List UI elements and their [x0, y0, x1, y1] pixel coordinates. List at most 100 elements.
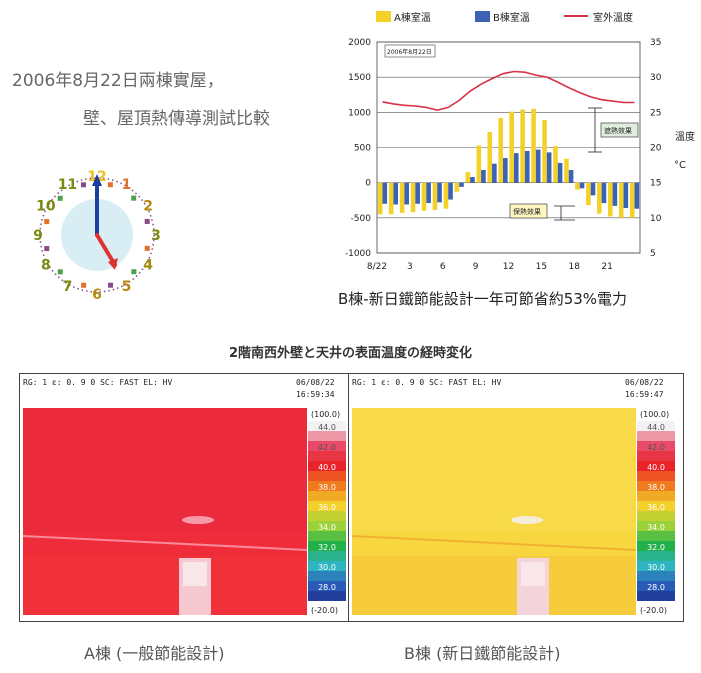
bar-a [487, 132, 493, 183]
clock-number: 11 [58, 177, 77, 193]
clock-tick [81, 282, 87, 288]
y-right-tick: 5 [650, 249, 656, 259]
bar-b [481, 170, 486, 183]
y-left-tick: -1000 [345, 249, 371, 259]
bar-a [454, 182, 460, 192]
bar-a [377, 182, 383, 215]
y-left-tick: -500 [351, 214, 372, 224]
bar-a [575, 182, 580, 190]
bar-a [465, 172, 471, 183]
legend-outdoor-label: 室外溫度 [593, 11, 633, 24]
clock-number: 4 [143, 258, 153, 274]
panel-b-time: 16:59:47 [625, 390, 664, 399]
scale-band [308, 431, 346, 441]
clock-number: 7 [63, 279, 73, 295]
bar-a [399, 182, 405, 213]
scale-label: 38.0 [318, 483, 336, 492]
bar-b [382, 182, 388, 204]
page-title-line1: 2006年8月22日兩棟實屋， [12, 71, 224, 91]
panel-b-date: 06/08/22 [625, 378, 664, 387]
bar-a [531, 108, 536, 183]
bar-b [601, 182, 607, 204]
scale-label: 44.0 [647, 423, 665, 432]
bar-a [597, 182, 602, 214]
scale-label: 38.0 [647, 483, 665, 492]
bar-a [443, 182, 449, 209]
energy-chart: A棟室溫 B棟室溫 室外溫度 2000 1500 1000 500 0 -500 -1000… [345, 11, 695, 272]
bar-a [608, 182, 613, 217]
x-tick: 21 [601, 262, 612, 272]
clock-hour-hand [95, 233, 117, 267]
x-tick: 6 [440, 262, 446, 272]
bar-b [612, 182, 618, 206]
bar-a [586, 182, 591, 206]
clock-illustration: 121234567891011 [33, 169, 161, 303]
scale-label: 30.0 [318, 563, 336, 572]
scale-band [637, 591, 675, 601]
scale-label: 34.0 [318, 523, 336, 532]
panel-b-caption: B棟 (新日鐵節能設計) [404, 644, 561, 663]
bar-a [629, 182, 635, 218]
scale-band [637, 511, 675, 521]
clock-tick [44, 246, 50, 252]
bar-b [557, 162, 563, 183]
clock-number: 1 [122, 177, 132, 193]
clock-tick [44, 219, 50, 225]
scale-band [308, 551, 346, 561]
y-left-tick: 0 [365, 179, 371, 189]
clock-number: 9 [33, 228, 43, 244]
scale-top: (100.0) [640, 410, 669, 419]
wall-area [352, 556, 636, 615]
thermal-image-a [23, 408, 307, 615]
legend-a-swatch [376, 11, 391, 22]
scale-label: 36.0 [647, 503, 665, 512]
right-axis-unit: °C [674, 160, 686, 171]
ceiling-area [23, 408, 307, 533]
ceiling-area [352, 408, 636, 533]
bar-b [437, 182, 442, 203]
y-right-tick: 15 [650, 179, 661, 189]
bar-b [579, 182, 585, 189]
scale-band [308, 591, 346, 601]
bar-a [410, 182, 416, 213]
scale-label: 30.0 [647, 563, 665, 572]
scale-band [637, 431, 675, 441]
scale-label: 28.0 [318, 583, 336, 592]
scale-label: 42.0 [647, 443, 665, 452]
bar-b [404, 182, 409, 205]
clock-number: 6 [92, 287, 102, 303]
bar-b [492, 163, 497, 183]
bar-a [476, 145, 482, 183]
bar-a [520, 109, 525, 183]
scale-band [637, 451, 675, 461]
clock-tick [144, 245, 150, 251]
scale-band [308, 511, 346, 521]
annotation-lower: 保熱效果 [513, 207, 541, 216]
clock-number: 8 [41, 258, 51, 274]
bar-b [623, 182, 629, 208]
bar-b [590, 182, 596, 196]
bar-b [426, 182, 431, 204]
bar-a [388, 182, 394, 215]
clock-number: 10 [36, 199, 56, 215]
scale-label: 44.0 [318, 423, 336, 432]
panel-a-caption: A棟 (一般節能設計) [84, 644, 225, 663]
scale-label: 42.0 [318, 443, 336, 452]
scale-bottom: (-20.0) [640, 606, 667, 615]
scale-band [637, 471, 675, 481]
clock-tick [57, 269, 63, 275]
y-left-tick: 500 [354, 144, 371, 154]
chart-legend: A棟室溫 B棟室溫 室外溫度 [376, 11, 633, 24]
thermal-image-b [352, 408, 636, 615]
scale-band [308, 571, 346, 581]
legend-b-label: B棟室溫 [493, 11, 530, 24]
bar-b [634, 182, 640, 209]
clock-tick [80, 182, 86, 188]
scale-label: 34.0 [647, 523, 665, 532]
x-tick: 15 [536, 262, 547, 272]
bar-a [509, 111, 514, 183]
x-tick: 8/22 [367, 262, 387, 272]
window-pane [183, 562, 207, 586]
bar-a [564, 158, 569, 183]
scale-top: (100.0) [311, 410, 340, 419]
